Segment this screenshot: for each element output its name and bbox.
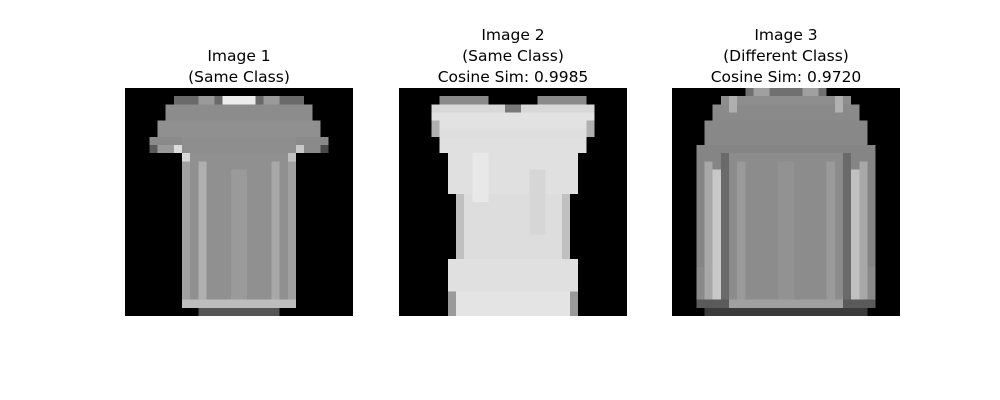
panel-3-title-line-1: Image 3 xyxy=(754,26,818,44)
panel-2-title: Image 2 (Same Class) Cosine Sim: 0.9985 xyxy=(359,25,667,88)
panel-3-title-line-2: (Different Class) xyxy=(723,47,849,65)
panel-2-title-line-3: Cosine Sim: 0.9985 xyxy=(437,68,589,86)
image-panel-1: Image 1 (Same Class) xyxy=(125,0,353,318)
t-shirt-image xyxy=(125,88,353,316)
panel-1-title: Image 1 (Same Class) xyxy=(85,46,393,88)
panel-2-title-line-2: (Same Class) xyxy=(462,47,564,65)
panel-2-title-line-1: Image 2 xyxy=(481,26,545,44)
panel-3-title: Image 3 (Different Class) Cosine Sim: 0.… xyxy=(632,25,940,88)
panel-1-title-line-1: Image 1 xyxy=(207,47,271,65)
image-panel-3: Image 3 (Different Class) Cosine Sim: 0.… xyxy=(672,0,900,318)
image-panel-2: Image 2 (Same Class) Cosine Sim: 0.9985 xyxy=(399,0,627,318)
long-sleeve-top-image xyxy=(672,88,900,316)
panel-3-title-line-3: Cosine Sim: 0.9720 xyxy=(710,68,862,86)
sleeveless-top-image xyxy=(399,88,627,316)
panel-1-title-line-2: (Same Class) xyxy=(188,68,290,86)
